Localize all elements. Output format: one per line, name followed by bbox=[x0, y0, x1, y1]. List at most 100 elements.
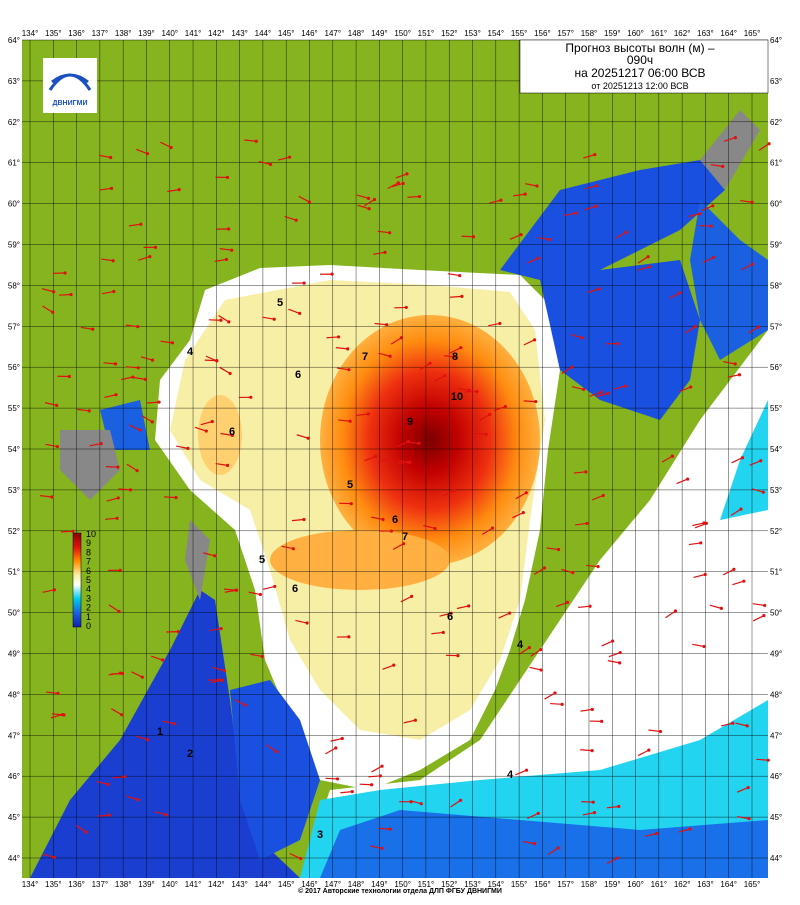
lon-label-top: 163° bbox=[697, 29, 714, 38]
arrow-head bbox=[593, 811, 596, 814]
lat-label-right: 44° bbox=[770, 854, 782, 863]
arrow bbox=[550, 704, 562, 705]
lat-label-right: 64° bbox=[770, 36, 782, 45]
lon-label-top: 159° bbox=[604, 29, 621, 38]
lon-label-top: 158° bbox=[581, 29, 598, 38]
arrow-head bbox=[225, 258, 228, 261]
arrow-head bbox=[738, 373, 741, 376]
arrow-head bbox=[519, 233, 522, 236]
lon-label-top: 165° bbox=[744, 29, 761, 38]
arrow-head bbox=[762, 491, 765, 494]
lat-label-left: 45° bbox=[8, 813, 20, 822]
arrow-head bbox=[747, 786, 750, 789]
arrow-head bbox=[235, 589, 238, 592]
arrow-head bbox=[85, 830, 88, 833]
arrow bbox=[326, 778, 338, 779]
arrow-head bbox=[137, 366, 140, 369]
arrow-head bbox=[571, 571, 574, 574]
lat-label-right: 57° bbox=[770, 322, 782, 331]
arrow-head bbox=[703, 645, 706, 648]
arrow-head bbox=[537, 257, 540, 260]
lon-label-bottom: 165° bbox=[744, 880, 761, 889]
lon-label-bottom: 134° bbox=[22, 880, 39, 889]
lat-label-left: 47° bbox=[8, 731, 20, 740]
arrow-head bbox=[115, 517, 118, 520]
subtitle: от 20251213 12:00 ВСВ bbox=[591, 81, 688, 91]
lat-label-right: 58° bbox=[770, 281, 782, 290]
arrow-head bbox=[367, 412, 370, 415]
arrow-head bbox=[380, 847, 383, 850]
lat-label-right: 51° bbox=[770, 568, 782, 577]
contour-label: 6 bbox=[229, 426, 235, 438]
arrow-head bbox=[50, 495, 53, 498]
arrow-head bbox=[648, 265, 651, 268]
arrow-head bbox=[499, 199, 502, 202]
lat-label-left: 48° bbox=[8, 690, 20, 699]
arrow-head bbox=[388, 231, 391, 234]
contour-label: 5 bbox=[277, 297, 283, 309]
lon-label-bottom: 162° bbox=[674, 880, 691, 889]
lat-label-right: 49° bbox=[770, 650, 782, 659]
arrow-head bbox=[488, 413, 491, 416]
arrow-head bbox=[138, 428, 141, 431]
lon-label-top: 139° bbox=[138, 29, 155, 38]
arrow-head bbox=[178, 188, 181, 191]
lon-label-bottom: 157° bbox=[557, 880, 574, 889]
arrow-head bbox=[373, 198, 376, 201]
arrow bbox=[378, 828, 390, 829]
arrow-head bbox=[141, 676, 144, 679]
lat-label-right: 61° bbox=[770, 159, 782, 168]
lat-label-right: 52° bbox=[770, 527, 782, 536]
lat-label-left: 53° bbox=[8, 486, 20, 495]
arrow-head bbox=[535, 184, 538, 187]
arrow-head bbox=[731, 722, 734, 725]
arrow-head bbox=[215, 359, 218, 362]
arrow-head bbox=[699, 541, 702, 544]
arrow-head bbox=[467, 604, 470, 607]
arrow-head bbox=[349, 420, 352, 423]
arrow bbox=[360, 784, 372, 785]
arrow-head bbox=[611, 639, 614, 642]
arrow-head bbox=[597, 287, 600, 290]
colorbar-label: 0 bbox=[86, 621, 91, 631]
arrow-head bbox=[739, 507, 742, 510]
arrow-head bbox=[347, 635, 350, 638]
arrow-head bbox=[53, 856, 56, 859]
lat-label-right: 45° bbox=[770, 813, 782, 822]
arrow-head bbox=[223, 669, 226, 672]
arrow-head bbox=[170, 146, 173, 149]
lon-label-bottom: 160° bbox=[627, 880, 644, 889]
arrow-head bbox=[381, 518, 384, 521]
arrow-head bbox=[606, 392, 609, 395]
arrow-head bbox=[524, 192, 527, 195]
arrow-head bbox=[51, 311, 54, 314]
arrow-head bbox=[269, 163, 272, 166]
arrow-head bbox=[117, 610, 120, 613]
arrow-head bbox=[116, 465, 119, 468]
arrow-head bbox=[750, 201, 753, 204]
arrow-head bbox=[591, 749, 594, 752]
lat-label-left: 54° bbox=[8, 445, 20, 454]
contour-label: 1 bbox=[157, 726, 163, 738]
arrow-head bbox=[678, 291, 681, 294]
arrow-head bbox=[392, 664, 395, 667]
arrow-head bbox=[746, 724, 749, 727]
arrow-head bbox=[671, 455, 674, 458]
arrow-head bbox=[710, 224, 713, 227]
arrow-head bbox=[417, 442, 420, 445]
arrow-head bbox=[123, 775, 126, 778]
arrow-head bbox=[460, 295, 463, 298]
arrow-head bbox=[385, 323, 388, 326]
arrow-head bbox=[453, 489, 456, 492]
arrow-head bbox=[261, 655, 264, 658]
arrow-head bbox=[498, 322, 501, 325]
arrow-head bbox=[120, 713, 123, 716]
lon-label-bottom: 155° bbox=[511, 880, 528, 889]
arrow-head bbox=[410, 595, 413, 598]
lon-label-bottom: 137° bbox=[92, 880, 109, 889]
arrow-head bbox=[616, 342, 619, 345]
arrow-head bbox=[136, 325, 139, 328]
lat-label-right: 62° bbox=[770, 118, 782, 127]
lat-label-left: 51° bbox=[8, 568, 20, 577]
arrow-head bbox=[165, 813, 168, 816]
